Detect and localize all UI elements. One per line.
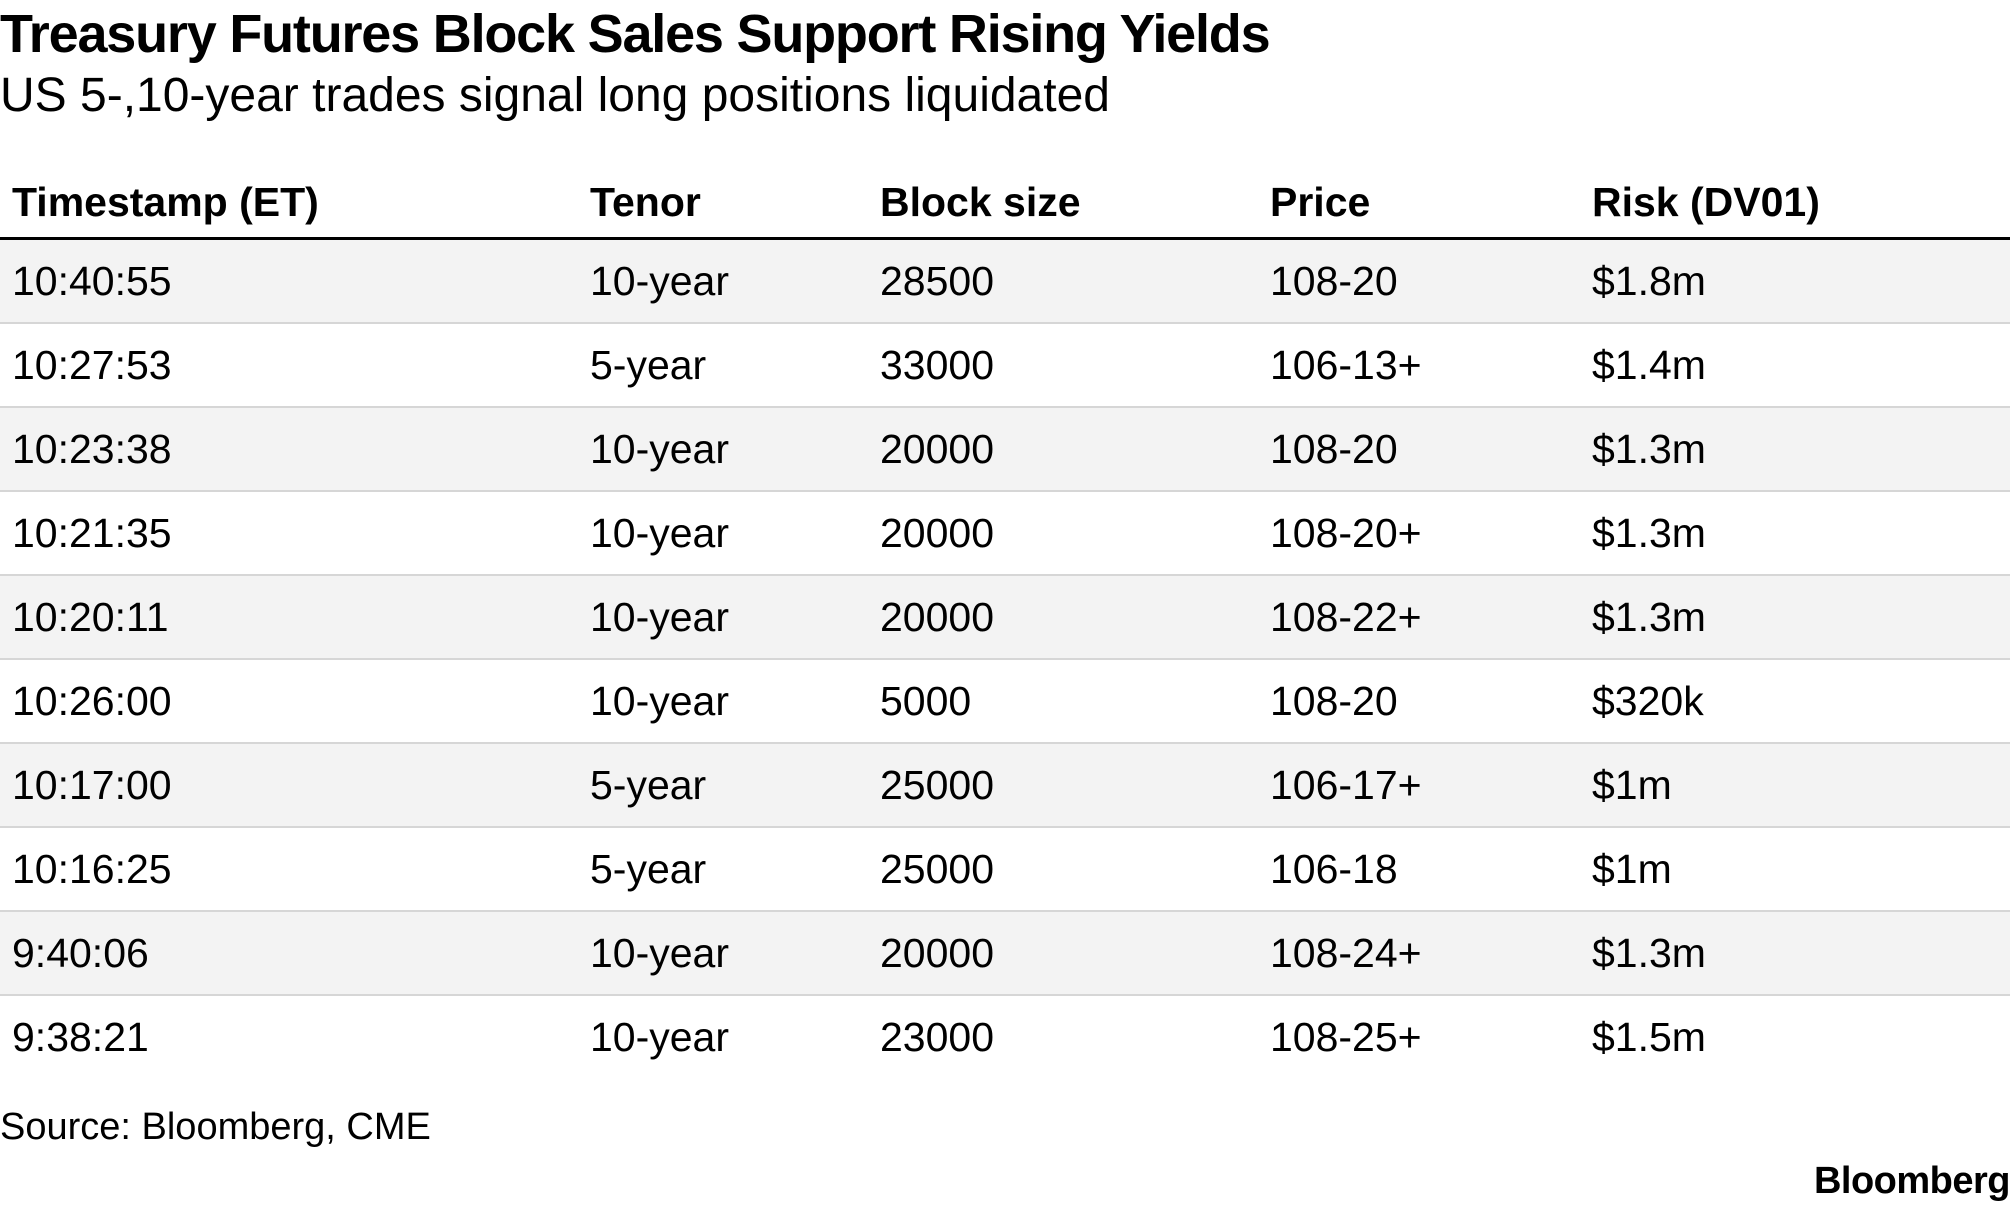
table-row: 9:40:06 10-year 20000 108-24+ $1.3m [0,911,2010,996]
cell-tenor: 10-year [578,995,868,1078]
table-row: 10:17:00 5-year 25000 106-17+ $1m [0,743,2010,828]
table-row: 10:20:11 10-year 20000 108-22+ $1.3m [0,575,2010,660]
cell-risk: $1.4m [1580,323,2010,408]
cell-tenor: 5-year [578,323,868,408]
cell-timestamp: 10:16:25 [0,827,578,912]
column-header-tenor: Tenor [578,168,868,240]
cell-risk: $1.3m [1580,491,2010,576]
cell-risk: $320k [1580,659,2010,744]
cell-timestamp: 10:20:11 [0,575,578,660]
table-row: 9:38:21 10-year 23000 108-25+ $1.5m [0,995,2010,1078]
table-row: 10:40:55 10-year 28500 108-20 $1.8m [0,238,2010,324]
block-trades-table: Timestamp (ET) Tenor Block size Price Ri… [0,168,2010,1078]
cell-timestamp: 10:23:38 [0,407,578,492]
cell-risk: $1m [1580,827,2010,912]
cell-block-size: 25000 [868,743,1258,828]
cell-block-size: 33000 [868,323,1258,408]
cell-risk: $1.8m [1580,238,2010,324]
cell-tenor: 10-year [578,659,868,744]
source-note: Source: Bloomberg, CME [0,1106,431,1148]
table-body: 10:40:55 10-year 28500 108-20 $1.8m 10:27:53 5… [0,238,2010,1078]
cell-price: 106-13+ [1258,323,1580,408]
cell-timestamp: 10:27:53 [0,323,578,408]
table-row: 10:27:53 5-year 33000 106-13+ $1.4m [0,323,2010,408]
cell-price: 108-20 [1258,407,1580,492]
cell-price: 108-25+ [1258,995,1580,1078]
cell-tenor: 10-year [578,491,868,576]
column-header-block-size: Block size [868,168,1258,240]
cell-block-size: 23000 [868,995,1258,1078]
cell-risk: $1.3m [1580,575,2010,660]
cell-tenor: 10-year [578,911,868,996]
table-row: 10:26:00 10-year 5000 108-20 $320k [0,659,2010,744]
cell-risk: $1.3m [1580,407,2010,492]
bloomberg-logo: Bloomberg [1813,1160,2010,1202]
cell-tenor: 10-year [578,238,868,324]
cell-price: 108-22+ [1258,575,1580,660]
cell-block-size: 28500 [868,238,1258,324]
cell-risk: $1m [1580,743,2010,828]
cell-block-size: 20000 [868,491,1258,576]
cell-timestamp: 9:38:21 [0,995,578,1078]
cell-block-size: 20000 [868,575,1258,660]
cell-price: 106-17+ [1258,743,1580,828]
cell-risk: $1.3m [1580,911,2010,996]
cell-price: 108-20+ [1258,491,1580,576]
cell-tenor: 10-year [578,575,868,660]
cell-block-size: 5000 [868,659,1258,744]
cell-timestamp: 10:26:00 [0,659,578,744]
cell-price: 108-20 [1258,238,1580,324]
table-row: 10:16:25 5-year 25000 106-18 $1m [0,827,2010,912]
cell-price: 106-18 [1258,827,1580,912]
column-header-price: Price [1258,168,1580,240]
cell-tenor: 10-year [578,407,868,492]
cell-tenor: 5-year [578,827,868,912]
cell-price: 108-24+ [1258,911,1580,996]
column-header-timestamp: Timestamp (ET) [0,168,578,240]
cell-timestamp: 9:40:06 [0,911,578,996]
cell-timestamp: 10:17:00 [0,743,578,828]
cell-block-size: 20000 [868,407,1258,492]
cell-block-size: 20000 [868,911,1258,996]
cell-price: 108-20 [1258,659,1580,744]
table-row: 10:21:35 10-year 20000 108-20+ $1.3m [0,491,2010,576]
cell-block-size: 25000 [868,827,1258,912]
cell-timestamp: 10:40:55 [0,238,578,324]
chart-title: Treasury Futures Block Sales Support Ris… [0,4,1271,64]
cell-risk: $1.5m [1580,995,2010,1078]
table-header-row: Timestamp (ET) Tenor Block size Price Ri… [0,168,2010,240]
column-header-risk: Risk (DV01) [1580,168,2010,240]
cell-tenor: 5-year [578,743,868,828]
cell-timestamp: 10:21:35 [0,491,578,576]
chart-subtitle: US 5-,10-year trades signal long positio… [0,69,1110,122]
table-row: 10:23:38 10-year 20000 108-20 $1.3m [0,407,2010,492]
